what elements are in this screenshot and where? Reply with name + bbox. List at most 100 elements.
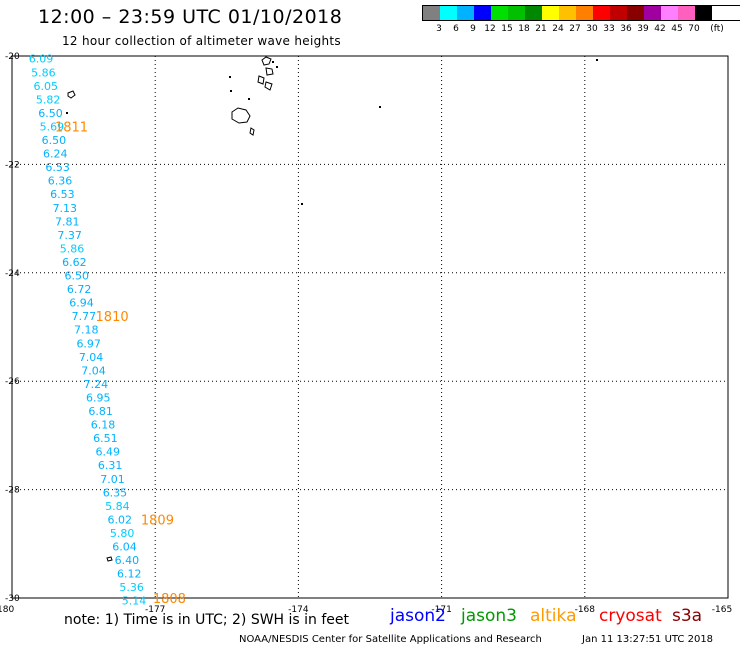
wave-height-label: 6.72 — [67, 283, 92, 296]
wave-height-label: 7.77 — [72, 310, 97, 323]
wave-height-label: 6.04 — [112, 541, 136, 554]
legend-label: 24 — [552, 24, 564, 34]
legend-label: 6 — [453, 24, 459, 34]
legend-swatch — [644, 6, 661, 20]
mission-s3a: s3a — [672, 606, 703, 626]
x-tick-label: -174 — [288, 605, 309, 615]
pass-number-label: 1808 — [153, 592, 186, 607]
legend-swatch — [525, 6, 542, 20]
wave-height-label: 7.37 — [57, 229, 81, 242]
legend-label: 33 — [603, 24, 615, 34]
island-outline — [261, 56, 272, 66]
wave-height-label: 6.40 — [115, 554, 140, 567]
island-dot — [230, 90, 232, 92]
legend-label: 9 — [470, 24, 476, 34]
wave-height-label: 6.31 — [98, 459, 123, 472]
wave-height-label: 7.18 — [74, 324, 99, 337]
wave-height-label: 5.36 — [119, 581, 143, 594]
credit-text: NOAA/NESDIS Center for Satellite Applica… — [239, 634, 542, 645]
legend-swatch-row — [422, 5, 740, 21]
wave-height-label: 6.09 — [29, 53, 53, 66]
island-dot — [248, 98, 250, 100]
legend-swatch — [440, 6, 457, 20]
legend-label: 36 — [620, 24, 632, 34]
mission-cryosat: cryosat — [599, 606, 662, 626]
legend-label: 45 — [671, 24, 683, 34]
legend-swatch — [474, 6, 491, 20]
y-tick-label: -28 — [5, 486, 20, 496]
plot-frame — [11, 55, 729, 599]
mission-jason3: jason3 — [461, 606, 517, 626]
x-tick-label: -165 — [712, 605, 732, 615]
island-dot — [596, 59, 598, 61]
wave-height-label: 6.12 — [117, 568, 142, 581]
legend-label: (ft) — [710, 24, 724, 34]
wave-height-label: 6.02 — [107, 513, 132, 526]
mission-jason2: jason2 — [390, 606, 446, 626]
legend-label: 39 — [637, 24, 649, 34]
wave-height-label: 7.01 — [100, 473, 125, 486]
legend-swatch — [559, 6, 576, 20]
wave-height-label: 5.80 — [110, 527, 135, 540]
legend-swatch — [610, 6, 627, 20]
legend-label: 21 — [535, 24, 547, 34]
wave-height-label: 5.86 — [60, 242, 85, 255]
wave-height-label: 6.18 — [91, 419, 116, 432]
color-legend: 3 6 9 12 15 18 21 24 27 30 33 36 39 42 45 70 (ft) — [422, 5, 740, 35]
wave-height-label: 5.84 — [105, 500, 130, 513]
island-dot — [276, 66, 278, 68]
wave-height-label: 6.50 — [42, 134, 67, 147]
island-outline — [106, 556, 113, 562]
legend-swatch — [423, 6, 440, 20]
legend-label: 30 — [586, 24, 598, 34]
wave-height-label: 6.24 — [43, 148, 68, 161]
y-tick-label: -26 — [5, 377, 20, 387]
legend-label: 3 — [436, 24, 442, 34]
legend-swatch — [491, 6, 508, 20]
wave-height-label: 7.24 — [84, 378, 109, 391]
legend-label-row: 3 6 9 12 15 18 21 24 27 30 33 36 39 42 45 70 (ft) — [422, 21, 740, 35]
island-outline — [264, 81, 273, 91]
island-dot — [229, 76, 231, 78]
wave-height-label: 7.04 — [81, 364, 106, 377]
wave-height-label: 6.50 — [38, 107, 63, 120]
wave-height-label: 6.35 — [103, 486, 128, 499]
wave-height-label: 5.69 — [40, 120, 65, 133]
legend-label: 27 — [569, 24, 581, 34]
wave-height-label: 7.81 — [55, 215, 80, 228]
island-outline — [67, 90, 76, 99]
island-outline — [265, 67, 274, 76]
wave-height-label: 5.86 — [31, 66, 56, 79]
wave-height-label: 5.82 — [36, 93, 61, 106]
x-tick-label: -168 — [575, 605, 596, 615]
wave-height-label: 6.51 — [93, 432, 118, 445]
island-dot — [301, 203, 303, 205]
island-outline — [231, 107, 251, 124]
page-subtitle: 12 hour collection of altimeter wave hei… — [62, 34, 341, 48]
wave-height-label: 6.94 — [69, 297, 94, 310]
island-outline — [249, 127, 255, 136]
wave-height-label: 6.62 — [62, 256, 86, 269]
wave-height-label: 5.14 — [122, 595, 147, 608]
y-tick-label: -24 — [5, 269, 20, 279]
mission-altika: altika — [530, 606, 577, 626]
wave-height-label: 6.95 — [86, 391, 111, 404]
wave-height-label: 7.13 — [53, 202, 78, 215]
footer-note: note: 1) Time is in UTC; 2) SWH is in fe… — [64, 612, 350, 628]
wave-height-label: 7.04 — [79, 351, 104, 364]
wave-height-label: 6.36 — [48, 175, 73, 188]
wave-height-label: 6.05 — [33, 80, 58, 93]
wave-height-label: 6.49 — [96, 446, 121, 459]
page-title: 12:00 – 23:59 UTC 01/10/2018 — [38, 6, 343, 28]
legend-label: 42 — [654, 24, 666, 34]
y-tick-label: -30 — [5, 594, 20, 604]
legend-swatch — [678, 6, 695, 20]
legend-label: 15 — [501, 24, 513, 34]
legend-swatch — [576, 6, 593, 20]
island-outline — [257, 75, 265, 85]
wave-height-label: 6.97 — [76, 337, 101, 350]
wave-height-label: 6.81 — [88, 405, 113, 418]
x-tick-label: -171 — [431, 605, 451, 615]
generated-timestamp: Jan 11 13:27:51 UTC 2018 — [582, 634, 714, 645]
x-tick-label: -177 — [145, 605, 165, 615]
